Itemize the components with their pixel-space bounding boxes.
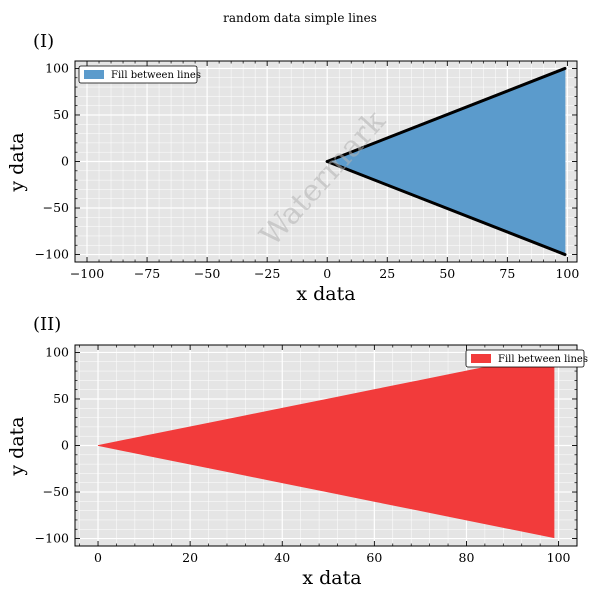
panel-1-x-tick-label: −100	[70, 266, 104, 281]
panel-2-legend-swatch	[471, 354, 491, 363]
panel-1-x-tick-label: −50	[194, 266, 220, 281]
panel-1-y-tick-label: 50	[53, 107, 69, 122]
panel-1-lower-line	[325, 160, 567, 257]
panel-2-ticks: 0 20 40 60 80 100 −100 −50 0 50 100	[35, 344, 578, 565]
panel-1-legend-label: Fill between lines	[111, 70, 201, 81]
panel-2-fill-area	[97, 352, 555, 539]
panel-1-y-tick-label: 0	[61, 154, 69, 169]
panel-2-x-tick-label: 0	[94, 550, 102, 565]
panel-2-legend-label: Fill between lines	[498, 354, 588, 365]
panel-1-x-axis-label: x data	[296, 283, 355, 305]
panel-2-legend-box	[465, 349, 585, 368]
panel-1-x-tick-label: 25	[379, 266, 395, 281]
panel-2-y-axis-label: y data	[6, 416, 28, 476]
chart-suptitle: random data simple lines	[223, 11, 377, 25]
panel-2-y-tick-label: 0	[61, 438, 69, 453]
panel-1-x-tick-label: −25	[254, 266, 280, 281]
panel-1-y-tick-label: 100	[45, 60, 69, 75]
panel-1-legend-box	[78, 65, 198, 84]
panel-2-x-tick-label: 20	[182, 550, 198, 565]
panel-2-x-tick-label: 60	[366, 550, 382, 565]
panel-1-y-axis-label: y data	[6, 132, 28, 192]
panel-1-ticks: −100 −75 −50 −25 0 25 50 75 100 −100 −50 0 50 100	[35, 60, 580, 281]
panel-1-legend-swatch	[84, 70, 104, 79]
panel-2: (II) 0 20 40 60 80 100 −100 −50 0 50 100 Fill betw…	[6, 314, 588, 589]
panel-1-data-marks	[325, 66, 567, 257]
panel-1-x-tick-label: 75	[499, 266, 515, 281]
panel-1-y-tick-label: −100	[35, 247, 69, 262]
panel-2-y-tick-label: −50	[43, 484, 69, 499]
panel-1-x-tick-label: 50	[439, 266, 455, 281]
panel-2-legend: Fill between lines	[465, 349, 588, 368]
panel-2-y-tick-label: 100	[45, 344, 69, 359]
panel-1: (I) Watermark −100 −75 −50 −25 0 25 50 75 100−10…	[6, 31, 579, 305]
panel-1-label: (I)	[33, 31, 54, 52]
panel-1-x-tick-label: 0	[323, 266, 331, 281]
panel-2-label: (II)	[33, 314, 61, 335]
panel-2-y-tick-label: 50	[53, 391, 69, 406]
panel-2-x-tick-label: 80	[459, 550, 475, 565]
panel-2-x-tick-label: 100	[547, 550, 571, 565]
panel-1-x-tick-label: −75	[134, 266, 160, 281]
panel-1-x-tick-label: 100	[555, 266, 579, 281]
panel-2-data-marks	[97, 352, 555, 539]
panel-2-x-axis-label: x data	[302, 567, 361, 589]
panel-2-x-tick-label: 40	[274, 550, 290, 565]
panel-2-y-tick-label: −100	[35, 531, 69, 546]
panel-1-y-tick-label: −50	[43, 200, 69, 215]
panel-1-upper-line	[325, 66, 567, 163]
panel-1-legend: Fill between lines	[78, 65, 201, 84]
